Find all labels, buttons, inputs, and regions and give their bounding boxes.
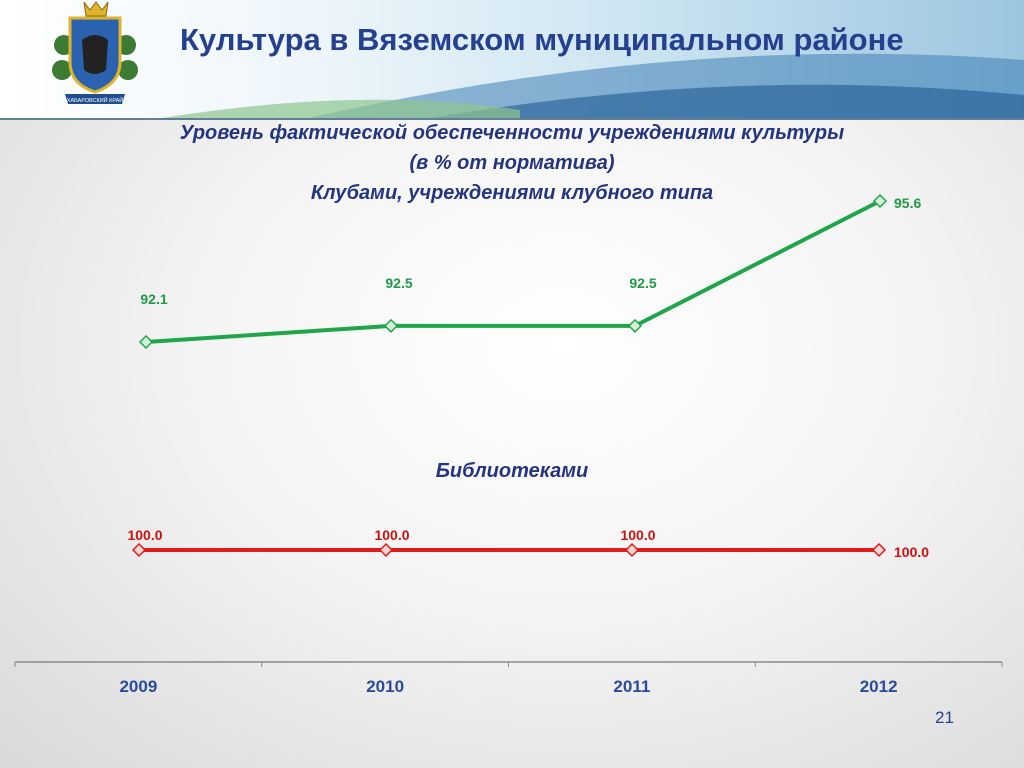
page-title: Культура в Вяземском муниципальном район… <box>180 22 904 57</box>
x-axis-tick-label: 2012 <box>860 677 898 696</box>
x-axis-tick-label: 2011 <box>613 677 650 696</box>
libraries-data-label: 100.0 <box>127 527 162 543</box>
chart-subtitle-line1: Уровень фактической обеспеченности учреж… <box>179 122 845 144</box>
clubs-data-label: 95.6 <box>894 195 921 211</box>
clubs-data-label: 92.1 <box>140 291 167 307</box>
clubs-data-point <box>383 318 399 333</box>
clubs-data-point <box>138 334 154 350</box>
coat-of-arms-icon: ХАБАРОВСКИЙ КРАЙ <box>52 1 138 104</box>
slide-header: ХАБАРОВСКИЙ КРАЙ Культура в Вяземском му… <box>0 0 1024 120</box>
page-number: 21 <box>935 708 954 727</box>
clubs-data-label: 92.5 <box>385 275 412 291</box>
header-wave-graphic <box>150 53 1024 120</box>
clubs-data-label: 92.5 <box>629 275 656 291</box>
libraries-data-point <box>378 542 394 558</box>
libraries-data-point <box>131 542 147 558</box>
clubs-data-point <box>872 193 888 209</box>
libraries-data-label: 100.0 <box>894 544 929 560</box>
chart-subtitle-line2: (в % от норматива) <box>409 152 615 174</box>
libraries-data-point <box>624 542 640 558</box>
libraries-data-label: 100.0 <box>374 527 409 543</box>
header-divider <box>0 118 1024 120</box>
chart1-title: Клубами, учреждениями клубного типа <box>310 182 714 204</box>
libraries-data-label: 100.0 <box>620 527 655 543</box>
libraries-data-point <box>871 542 887 558</box>
x-axis-tick-label: 2009 <box>119 677 157 696</box>
x-axis-tick-label: 2010 <box>366 677 404 696</box>
clubs-data-point <box>627 318 643 333</box>
svg-text:ХАБАРОВСКИЙ КРАЙ: ХАБАРОВСКИЙ КРАЙ <box>67 96 124 104</box>
clubs-series-line <box>145 199 881 344</box>
chart2-title: Библиотеками <box>435 460 589 482</box>
